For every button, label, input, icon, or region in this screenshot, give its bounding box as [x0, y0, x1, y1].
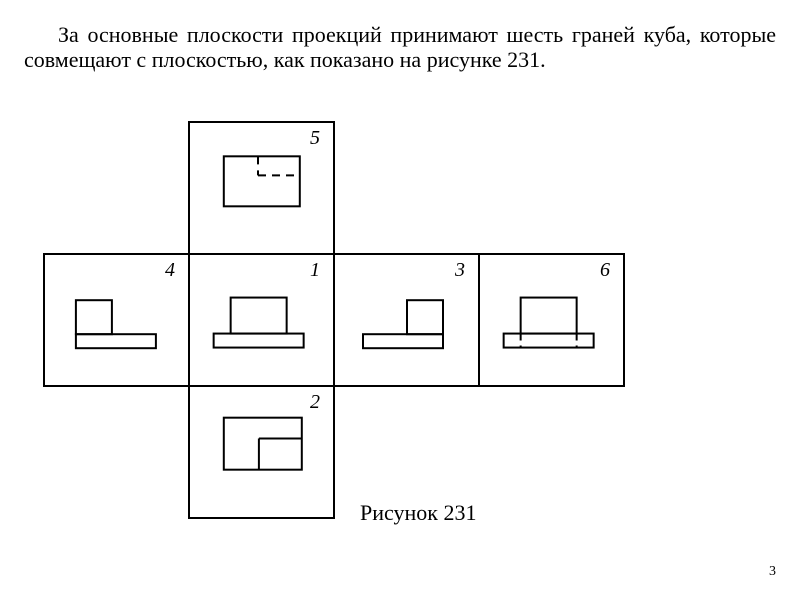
- cell-2: 2: [189, 386, 334, 518]
- cell-label: 6: [600, 259, 610, 281]
- cell-1: 1: [189, 254, 334, 386]
- figure-caption: Рисунок 231: [360, 500, 476, 526]
- figure-231: 5 4 1 3 6 2: [34, 116, 684, 536]
- cell-4: 4: [44, 254, 189, 386]
- cell-label: 4: [165, 259, 175, 281]
- intro-text: За основные плоскости проекций принимают…: [24, 22, 776, 72]
- cell-6: 6: [479, 254, 624, 386]
- page-number: 3: [769, 564, 776, 580]
- cell-5: 5: [189, 122, 334, 254]
- intro-paragraph: За основные плоскости проекций принимают…: [24, 22, 776, 73]
- cell-3: 3: [334, 254, 479, 386]
- cell-label: 5: [310, 127, 320, 149]
- cell-label: 3: [454, 259, 465, 281]
- cell-label: 1: [310, 259, 320, 281]
- cell-label: 2: [310, 391, 320, 413]
